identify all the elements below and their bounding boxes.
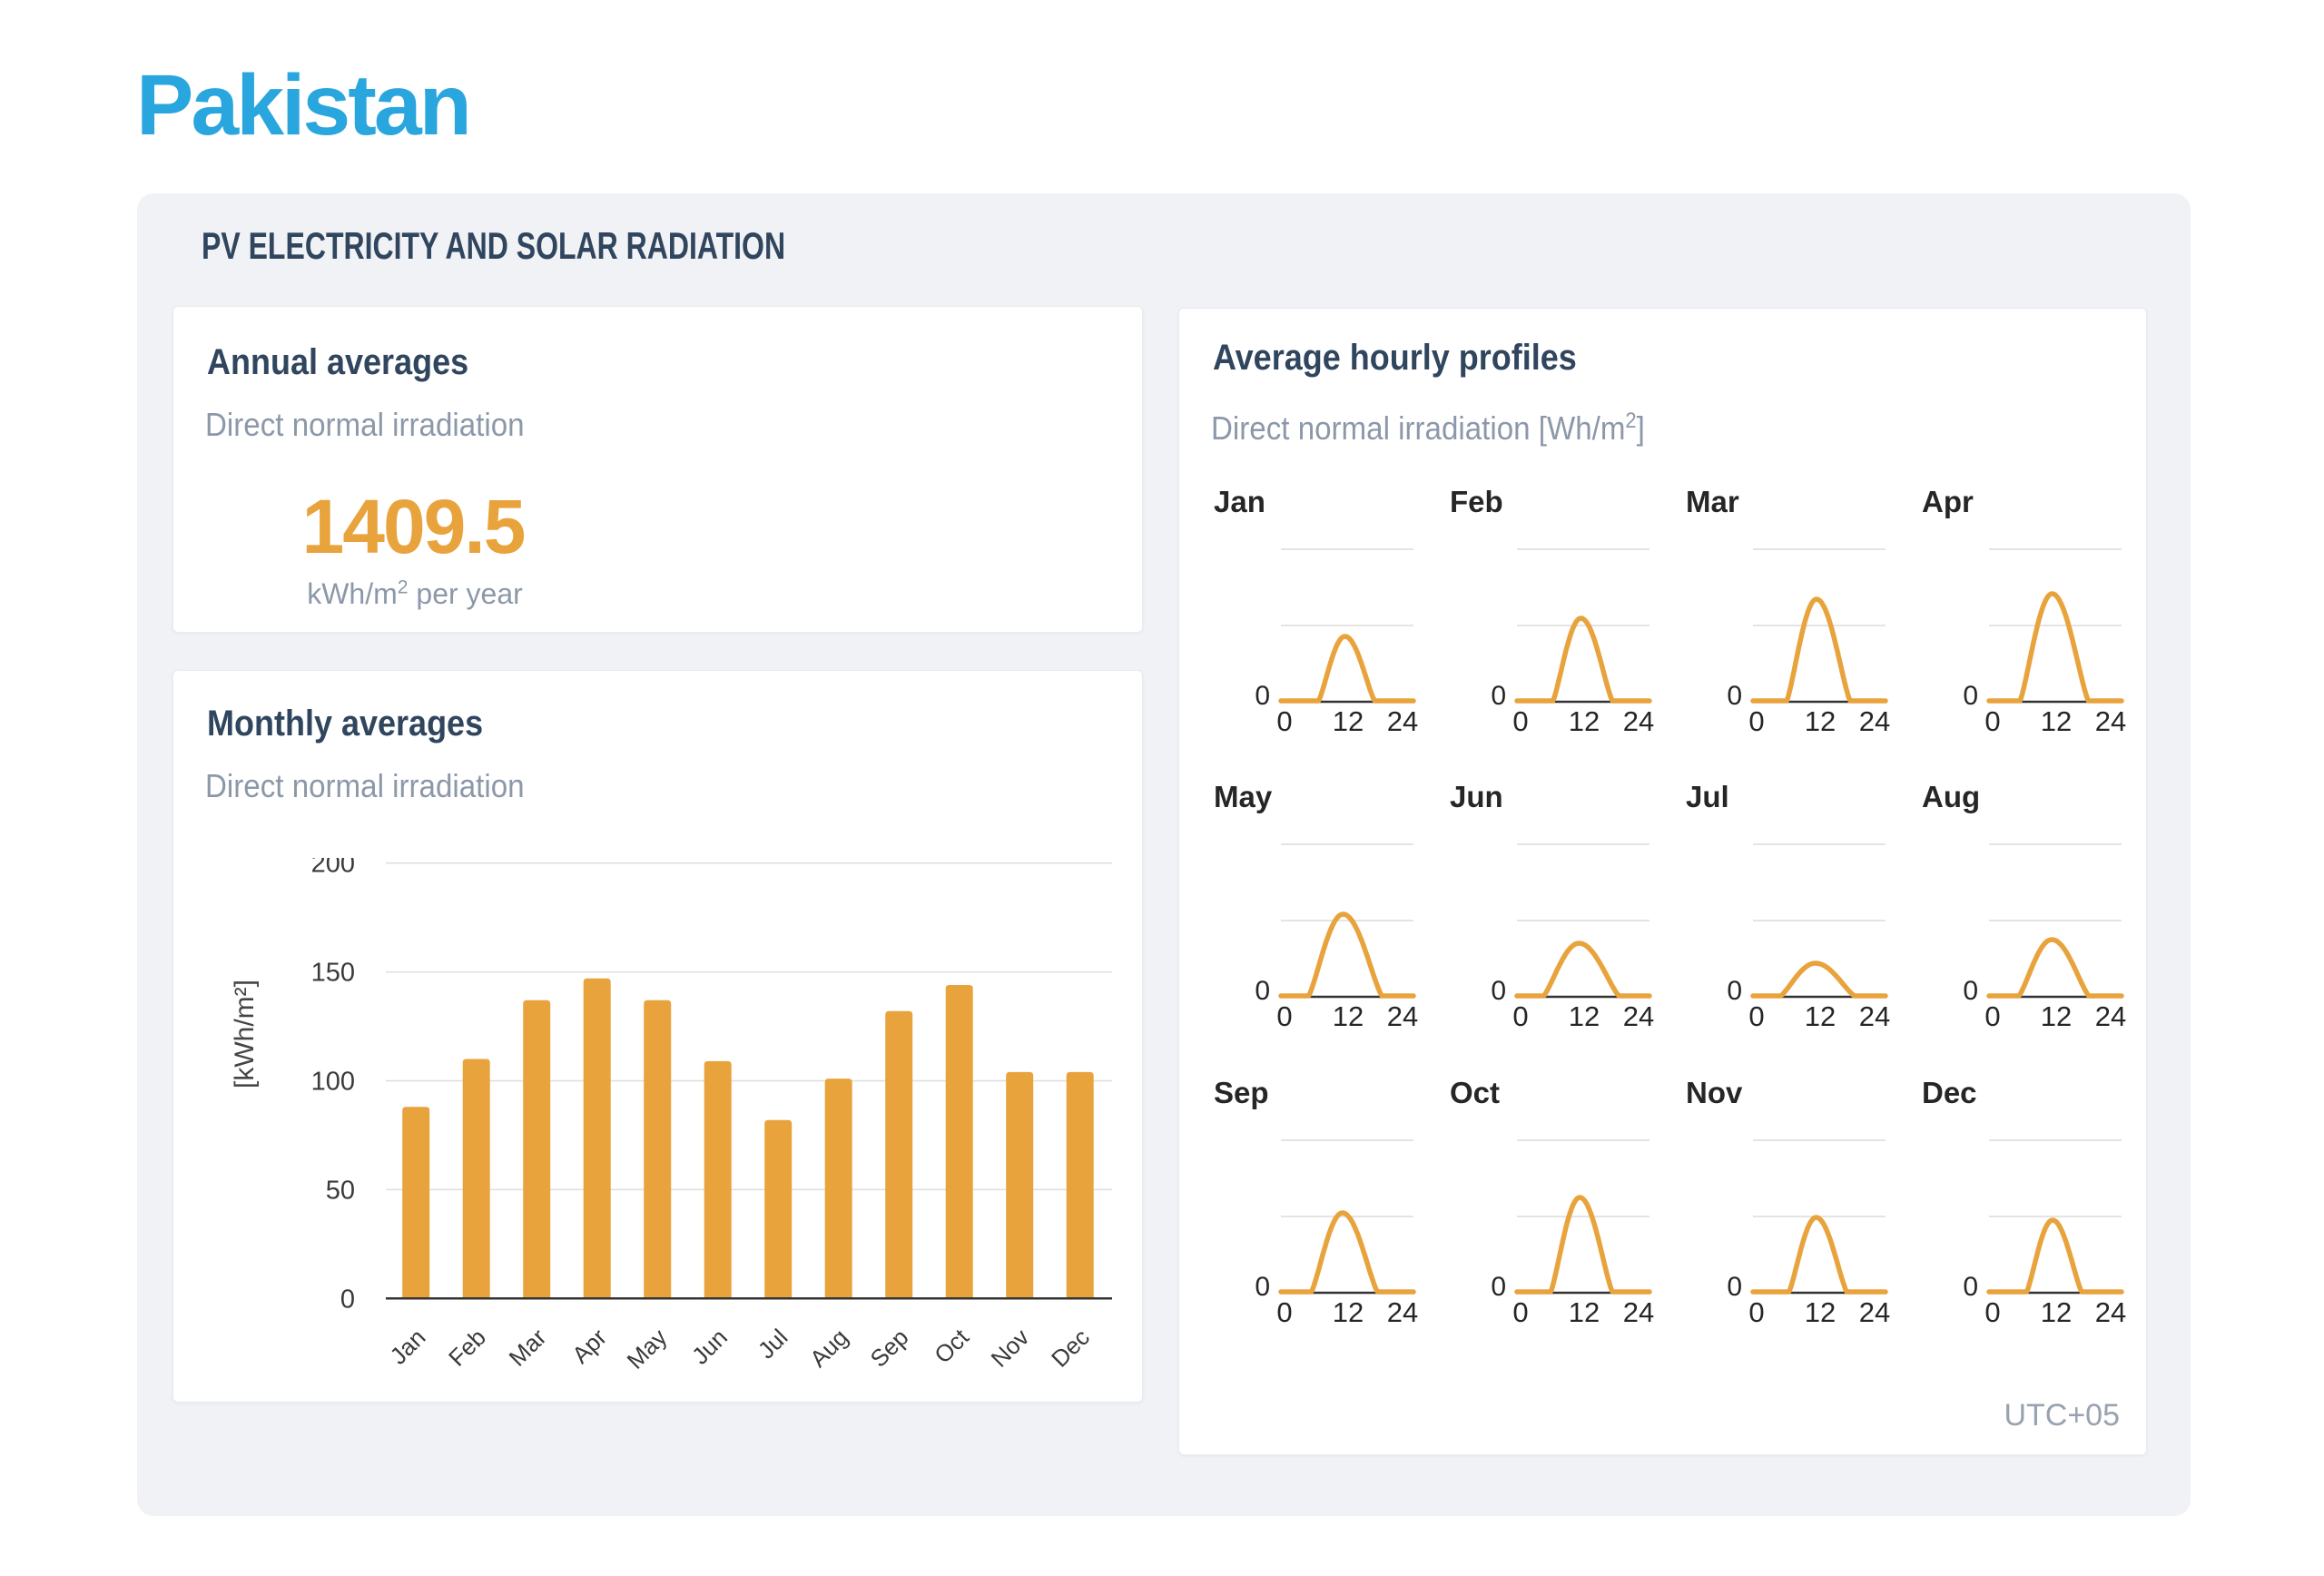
svg-text:0: 0 bbox=[1276, 705, 1292, 737]
svg-text:0: 0 bbox=[1512, 705, 1528, 737]
svg-text:Jan: Jan bbox=[1214, 485, 1265, 518]
svg-text:24: 24 bbox=[1387, 705, 1418, 737]
svg-text:12: 12 bbox=[1805, 1000, 1836, 1032]
svg-text:0: 0 bbox=[1748, 705, 1764, 737]
svg-text:24: 24 bbox=[1623, 1000, 1654, 1032]
svg-text:Mar: Mar bbox=[1686, 485, 1739, 518]
svg-text:Dec: Dec bbox=[1046, 1324, 1095, 1373]
svg-text:12: 12 bbox=[1333, 1000, 1364, 1032]
svg-text:Oct: Oct bbox=[929, 1323, 974, 1368]
svg-text:0: 0 bbox=[1963, 976, 1978, 1006]
svg-text:12: 12 bbox=[1569, 1000, 1600, 1032]
svg-text:24: 24 bbox=[2095, 1296, 2126, 1328]
svg-text:12: 12 bbox=[1569, 705, 1600, 737]
svg-text:0: 0 bbox=[1512, 1296, 1528, 1328]
svg-text:Aug: Aug bbox=[1922, 780, 1980, 813]
svg-text:24: 24 bbox=[1623, 705, 1654, 737]
svg-text:12: 12 bbox=[1333, 1296, 1364, 1328]
svg-text:100: 100 bbox=[311, 1068, 355, 1097]
svg-text:12: 12 bbox=[2041, 1000, 2072, 1032]
svg-text:0: 0 bbox=[1984, 705, 2000, 737]
svg-text:Mar: Mar bbox=[504, 1324, 552, 1372]
svg-text:0: 0 bbox=[1491, 1272, 1506, 1302]
svg-text:0: 0 bbox=[1255, 976, 1270, 1006]
svg-text:0: 0 bbox=[1963, 1272, 1978, 1302]
svg-text:0: 0 bbox=[1984, 1296, 2000, 1328]
svg-text:12: 12 bbox=[2041, 705, 2072, 737]
svg-text:Jul: Jul bbox=[1686, 780, 1729, 813]
svg-text:Aug: Aug bbox=[804, 1324, 853, 1373]
svg-text:Feb: Feb bbox=[443, 1324, 491, 1372]
svg-text:May: May bbox=[621, 1324, 672, 1374]
svg-text:Sep: Sep bbox=[865, 1324, 914, 1373]
svg-text:24: 24 bbox=[1623, 1296, 1654, 1328]
svg-text:May: May bbox=[1214, 780, 1273, 813]
svg-text:Feb: Feb bbox=[1450, 485, 1503, 518]
svg-text:0: 0 bbox=[1491, 976, 1506, 1006]
svg-text:Jun: Jun bbox=[686, 1324, 733, 1370]
svg-text:0: 0 bbox=[1963, 681, 1978, 711]
svg-text:12: 12 bbox=[1805, 705, 1836, 737]
svg-text:0: 0 bbox=[1748, 1296, 1764, 1328]
svg-text:0: 0 bbox=[1727, 976, 1742, 1006]
svg-text:24: 24 bbox=[2095, 705, 2126, 737]
svg-text:24: 24 bbox=[1859, 1000, 1890, 1032]
svg-text:0: 0 bbox=[1727, 1272, 1742, 1302]
svg-text:Apr: Apr bbox=[566, 1324, 612, 1369]
svg-text:24: 24 bbox=[1387, 1000, 1418, 1032]
svg-text:12: 12 bbox=[2041, 1296, 2072, 1328]
svg-text:0: 0 bbox=[1276, 1296, 1292, 1328]
svg-text:Dec: Dec bbox=[1922, 1076, 1977, 1109]
svg-text:12: 12 bbox=[1805, 1296, 1836, 1328]
svg-text:0: 0 bbox=[1984, 1000, 2000, 1032]
svg-text:Jun: Jun bbox=[1450, 780, 1503, 813]
svg-text:Jan: Jan bbox=[385, 1324, 431, 1370]
svg-text:[kWh/m²]: [kWh/m²] bbox=[230, 980, 260, 1088]
svg-text:Nov: Nov bbox=[986, 1324, 1035, 1373]
svg-text:12: 12 bbox=[1333, 705, 1364, 737]
svg-text:24: 24 bbox=[1859, 1296, 1890, 1328]
svg-text:0: 0 bbox=[1255, 681, 1270, 711]
svg-text:24: 24 bbox=[1859, 705, 1890, 737]
svg-text:0: 0 bbox=[1255, 1272, 1270, 1302]
svg-text:0: 0 bbox=[1748, 1000, 1764, 1032]
svg-text:24: 24 bbox=[2095, 1000, 2126, 1032]
svg-text:24: 24 bbox=[1387, 1296, 1418, 1328]
svg-text:Apr: Apr bbox=[1922, 485, 1974, 518]
svg-text:Sep: Sep bbox=[1214, 1076, 1269, 1109]
svg-text:0: 0 bbox=[340, 1285, 355, 1314]
svg-text:Oct: Oct bbox=[1450, 1076, 1500, 1109]
svg-text:0: 0 bbox=[1276, 1000, 1292, 1032]
svg-text:150: 150 bbox=[311, 959, 355, 988]
svg-text:Nov: Nov bbox=[1686, 1076, 1743, 1109]
svg-text:12: 12 bbox=[1569, 1296, 1600, 1328]
svg-text:0: 0 bbox=[1491, 681, 1506, 711]
svg-text:50: 50 bbox=[326, 1176, 355, 1205]
svg-text:0: 0 bbox=[1512, 1000, 1528, 1032]
svg-text:0: 0 bbox=[1727, 681, 1742, 711]
svg-text:Jul: Jul bbox=[753, 1324, 793, 1364]
